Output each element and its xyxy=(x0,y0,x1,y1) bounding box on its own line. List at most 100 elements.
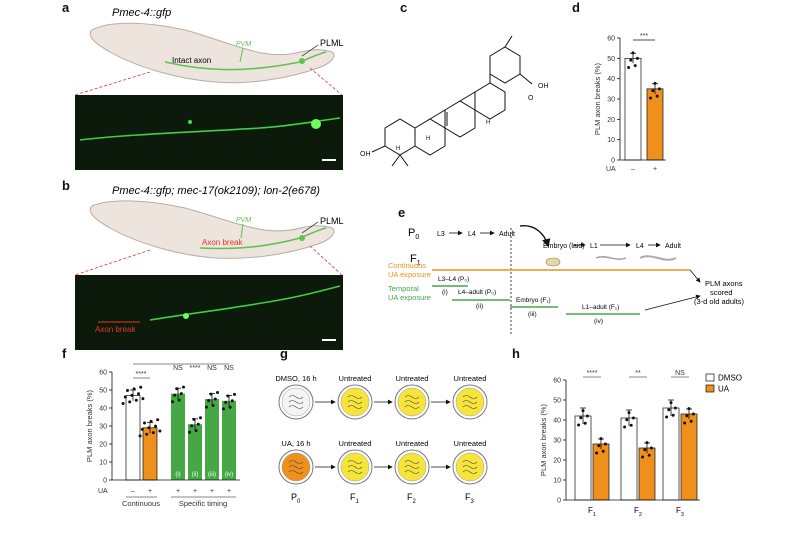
acid-oh-label: OH xyxy=(538,83,549,90)
panel-h-data-point xyxy=(629,423,633,427)
panel-f-y-tick-label: 10 xyxy=(99,460,107,467)
panel-h-data-point xyxy=(631,416,635,420)
panel-f-data-point xyxy=(199,416,202,420)
panel-f-bar xyxy=(222,400,236,480)
panel-f-sig-ns1: NS xyxy=(173,365,183,372)
panel-h-y-tick-label: 40 xyxy=(553,418,561,425)
micrograph-pvm-a xyxy=(188,120,192,124)
window-1-label: L3–L4 (P₀) xyxy=(438,276,469,283)
panel-d-bar xyxy=(646,88,664,161)
panel-f-data-point xyxy=(216,391,219,395)
panel-d-data-point xyxy=(655,94,659,98)
h-label-1: H xyxy=(486,120,490,126)
panel-f-bar xyxy=(142,427,158,481)
panel-h-y-tick-label: 10 xyxy=(553,478,561,485)
panel-d-y-tick-label: 40 xyxy=(607,76,615,83)
cooh-bond xyxy=(519,73,533,85)
panel-h-x-tick-label: F3 xyxy=(676,506,684,518)
arrow-to-outcome-1 xyxy=(689,269,701,283)
panel-f-label: f xyxy=(62,346,67,361)
panel-a: a Pmec-4::gfp PVM PLML Intact axon xyxy=(62,0,344,170)
worm-body-b xyxy=(89,200,335,259)
axon-label-a: Intact axon xyxy=(172,56,211,65)
panel-f-bar xyxy=(171,393,185,480)
panel-f-y-tick-label: 20 xyxy=(99,442,107,449)
ring-c xyxy=(444,100,476,138)
window-4-label: L1–adult (F₁) xyxy=(582,304,619,311)
panel-h-data-point xyxy=(581,409,585,413)
worm-icon xyxy=(347,395,363,399)
panel-h-y-tick-label: 50 xyxy=(553,398,561,405)
worm-icon xyxy=(462,400,478,404)
window-2-label: L4–adult (P₀) xyxy=(458,289,496,296)
panel-f-bar-numeral: (i) xyxy=(175,472,180,478)
plml-pointer-b xyxy=(301,221,319,234)
legend-label-dmso: DMSO xyxy=(718,374,742,383)
panel-f-data-point xyxy=(126,389,129,393)
panel-h-y-tick-label: 60 xyxy=(553,378,561,385)
panel-f-data-point xyxy=(147,426,151,430)
pvm-label-b: PVM xyxy=(236,217,251,224)
panel-h-data-point xyxy=(603,442,607,446)
panel-f-data-point xyxy=(128,400,132,404)
panel-d-y-tick-label: 10 xyxy=(607,137,615,144)
panel-f-data-point xyxy=(205,405,208,409)
panel-f-data-point xyxy=(138,434,142,438)
panel-h-bar xyxy=(638,447,656,501)
panel-d-x-tick-label: + xyxy=(653,166,657,173)
panel-h-data-point xyxy=(585,414,589,418)
panel-h-data-point xyxy=(597,444,601,448)
outcome-2: scored xyxy=(710,288,733,297)
panel-h-data-point xyxy=(671,413,675,417)
panel-h-data-point xyxy=(599,437,603,441)
worm-icon xyxy=(347,470,363,474)
embryo-icon xyxy=(545,257,561,267)
panel-f-bar xyxy=(125,395,141,481)
p0-stage-l3: L3 xyxy=(437,231,445,238)
dish-label: Untreated xyxy=(396,374,429,383)
panel-f-data-point xyxy=(188,430,191,434)
panel-f-bar-numeral: (iii) xyxy=(208,472,216,478)
methyl-top xyxy=(504,35,513,48)
panel-f-data-point xyxy=(190,424,194,428)
l1-worm-icon xyxy=(595,256,627,260)
panel-f-data-point xyxy=(121,402,125,405)
panel-d-x-tick-label: – xyxy=(631,166,635,173)
plml-label-a: PLML xyxy=(320,38,344,48)
worm-icon xyxy=(462,460,478,464)
panel-h-x-tick-subscript: 2 xyxy=(639,512,642,518)
panel-f-sig-ns3: NS xyxy=(224,365,234,372)
worm-icon xyxy=(288,470,304,474)
micrograph-b xyxy=(75,275,343,350)
f1-stage-embryo: Embryo (laid) xyxy=(543,243,585,250)
panel-f-data-point xyxy=(143,421,146,425)
worm-icon xyxy=(404,405,420,409)
worm-icon xyxy=(462,470,478,474)
panel-d-data-point xyxy=(629,58,633,62)
zoom-line-a-left xyxy=(74,71,151,96)
adult-worm-icon xyxy=(639,255,677,261)
panel-h-data-point xyxy=(665,415,669,419)
panel-d-data-point xyxy=(627,65,631,69)
panel-f-y-axis-title: PLM axon breaks (%) xyxy=(85,389,94,462)
panel-f-bar xyxy=(188,424,202,480)
panel-f-data-point xyxy=(145,432,149,436)
panel-d-y-tick-label: 0 xyxy=(611,158,615,165)
acid-o-label: O xyxy=(528,95,534,102)
panel-f-data-point xyxy=(139,385,143,389)
oh-label: OH xyxy=(360,151,371,158)
panel-h-data-point xyxy=(691,412,695,416)
worm-icon xyxy=(404,470,420,474)
p0-stage-adult: Adult xyxy=(499,231,515,238)
generation-label: F3 xyxy=(465,492,475,505)
panel-h-y-axis-title: PLM axon breaks (%) xyxy=(539,403,548,476)
panel-h-data-point xyxy=(577,423,581,427)
panel-d-data-point xyxy=(657,87,661,91)
panel-h-bar xyxy=(620,417,638,501)
zoom-line-a-right xyxy=(309,67,343,96)
window-3-label: Embryo (F₁) xyxy=(516,297,551,304)
panel-d-data-point xyxy=(633,64,637,68)
panel-d-y-tick-label: 60 xyxy=(607,36,615,43)
zoom-line-b-right xyxy=(309,245,343,276)
